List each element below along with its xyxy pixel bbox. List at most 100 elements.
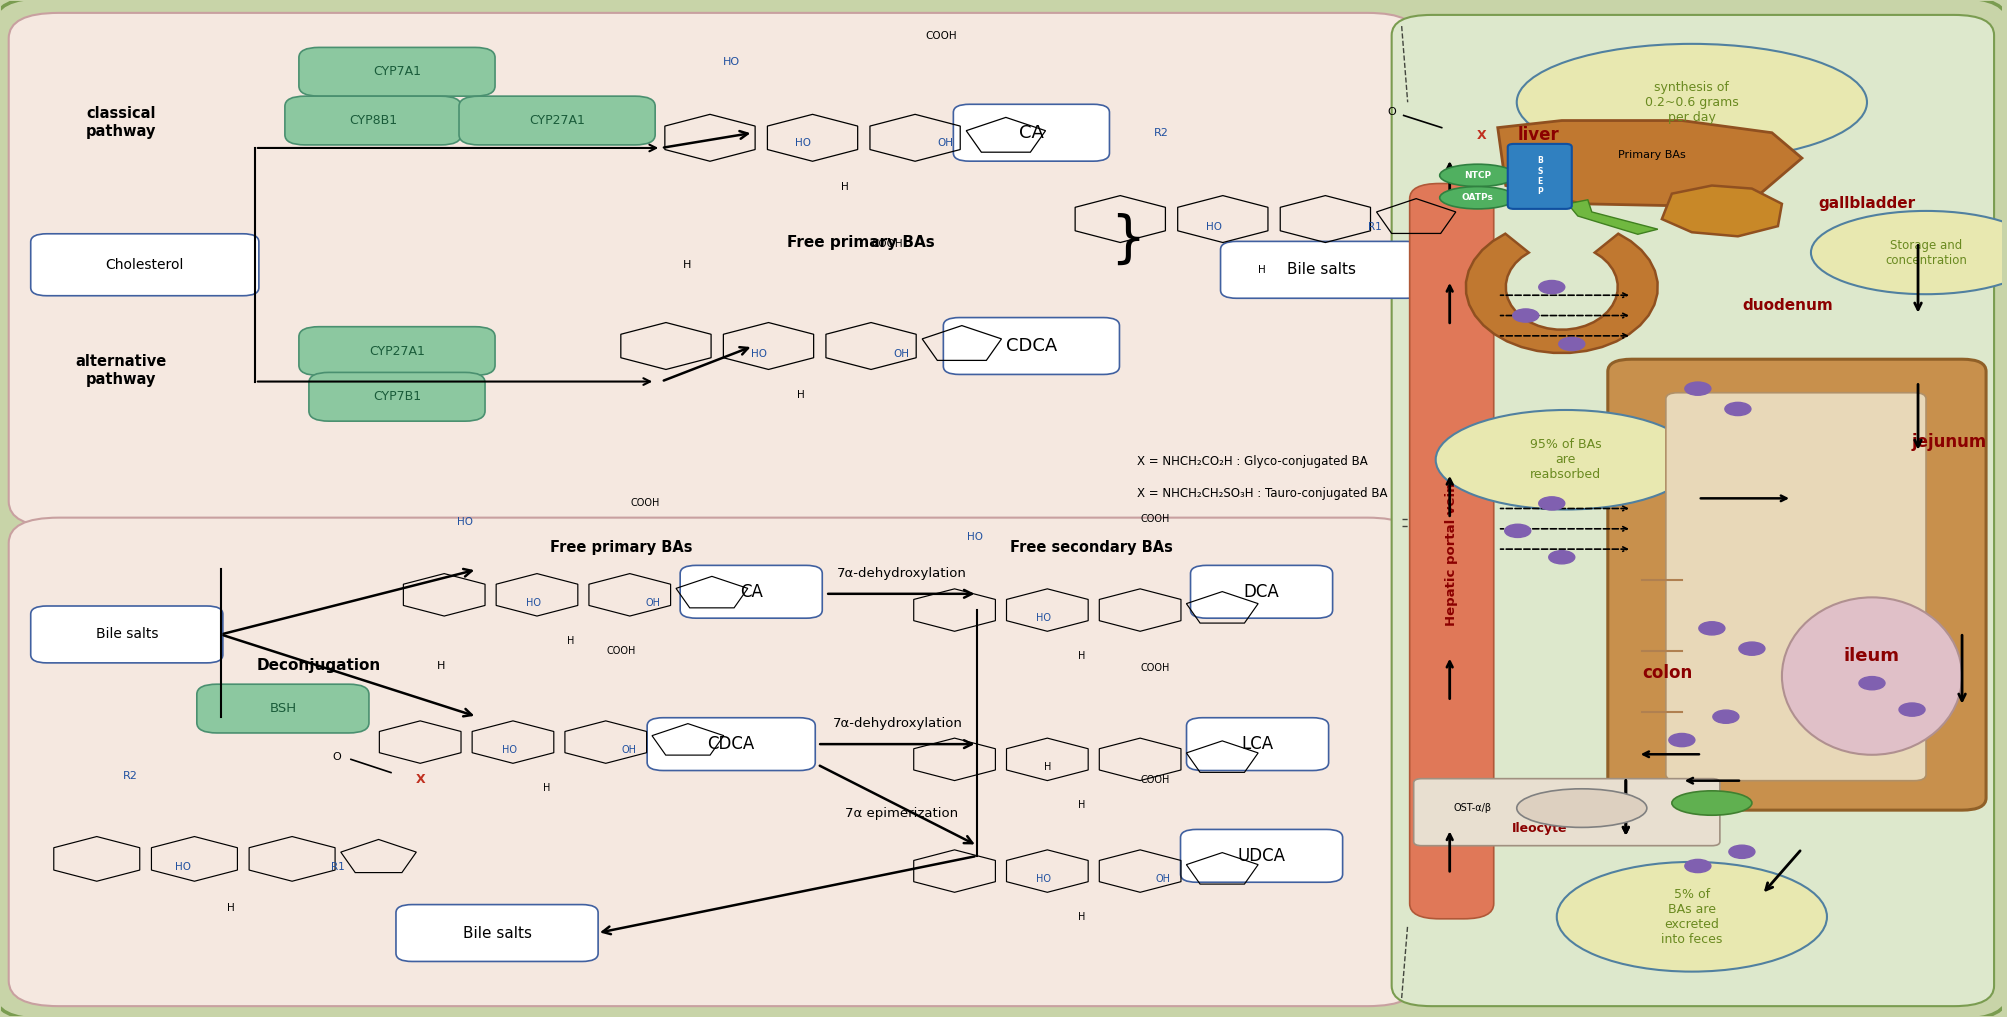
Text: CYP27A1: CYP27A1 — [369, 345, 425, 358]
FancyBboxPatch shape — [1220, 241, 1423, 298]
FancyBboxPatch shape — [1666, 393, 1925, 781]
Text: Primary BAs: Primary BAs — [1618, 151, 1684, 160]
Text: Deconjugation: Deconjugation — [257, 658, 381, 673]
Text: HO: HO — [1036, 875, 1052, 884]
Text: H: H — [568, 636, 574, 646]
Text: jejunum: jejunum — [1911, 433, 1987, 452]
Ellipse shape — [1435, 410, 1696, 510]
Text: ASBT: ASBT — [1698, 798, 1724, 807]
Text: H: H — [841, 182, 849, 191]
Ellipse shape — [1810, 211, 2007, 294]
Text: O: O — [1387, 108, 1395, 117]
Text: Hepatic portal vein: Hepatic portal vein — [1445, 482, 1457, 625]
Polygon shape — [1465, 234, 1656, 353]
Circle shape — [1712, 710, 1738, 723]
FancyBboxPatch shape — [197, 684, 369, 733]
Text: R1: R1 — [1367, 222, 1381, 232]
Text: R1: R1 — [331, 862, 345, 872]
Circle shape — [1698, 621, 1724, 635]
Text: 7α-dehydroxylation: 7α-dehydroxylation — [837, 567, 965, 580]
Text: X: X — [415, 773, 425, 786]
Text: Storage and
concentration: Storage and concentration — [1885, 239, 1967, 266]
Ellipse shape — [1780, 597, 1961, 755]
FancyBboxPatch shape — [943, 317, 1120, 374]
Text: }: } — [1110, 213, 1144, 266]
FancyBboxPatch shape — [30, 234, 259, 296]
Text: gallbladder: gallbladder — [1816, 196, 1915, 212]
Text: HO: HO — [795, 138, 811, 147]
Text: NTCP: NTCP — [1463, 171, 1491, 180]
Circle shape — [1503, 524, 1529, 537]
Text: OATPs: OATPs — [1461, 193, 1493, 202]
FancyBboxPatch shape — [680, 565, 821, 618]
Circle shape — [1668, 733, 1694, 746]
Text: COOH: COOH — [630, 498, 660, 508]
Text: BSH: BSH — [269, 702, 297, 715]
Ellipse shape — [1515, 789, 1646, 828]
Text: CA: CA — [739, 583, 763, 601]
Text: Bile salts: Bile salts — [1286, 262, 1355, 278]
Polygon shape — [1497, 121, 1800, 205]
Text: Free primary BAs: Free primary BAs — [787, 235, 935, 250]
Text: H: H — [544, 783, 550, 793]
Text: CYP7A1: CYP7A1 — [373, 65, 421, 78]
Text: OST-α/β: OST-α/β — [1453, 803, 1491, 814]
Ellipse shape — [1439, 164, 1515, 186]
Text: ASBT: ASBT — [1682, 803, 1706, 814]
Text: HO: HO — [526, 598, 540, 608]
Circle shape — [1684, 859, 1710, 873]
Circle shape — [1557, 338, 1584, 351]
FancyBboxPatch shape — [1180, 830, 1343, 882]
Text: HO: HO — [502, 745, 516, 756]
Text: COOH: COOH — [925, 32, 957, 42]
Text: B
S
E
P: B S E P — [1535, 157, 1541, 196]
Text: CYP8B1: CYP8B1 — [349, 114, 397, 127]
Text: HO: HO — [1204, 222, 1220, 232]
Circle shape — [1728, 845, 1754, 858]
Text: OH: OH — [937, 138, 953, 147]
FancyBboxPatch shape — [309, 372, 486, 421]
Text: HO: HO — [967, 532, 983, 542]
Polygon shape — [1662, 185, 1780, 236]
FancyBboxPatch shape — [285, 97, 462, 144]
Text: 95% of BAs
are
reabsorbed: 95% of BAs are reabsorbed — [1529, 438, 1602, 481]
Text: 7α-dehydroxylation: 7α-dehydroxylation — [833, 717, 961, 730]
FancyBboxPatch shape — [1186, 718, 1329, 771]
Text: UDCA: UDCA — [1236, 847, 1284, 864]
Text: COOH: COOH — [1140, 663, 1170, 673]
FancyBboxPatch shape — [8, 518, 1417, 1006]
Text: Free primary BAs: Free primary BAs — [550, 540, 692, 554]
FancyBboxPatch shape — [1413, 779, 1720, 846]
FancyBboxPatch shape — [1391, 15, 1993, 1006]
Text: IBABP: IBABP — [1563, 803, 1600, 814]
Text: COOH: COOH — [1140, 514, 1170, 524]
Text: H: H — [1078, 651, 1084, 661]
FancyBboxPatch shape — [30, 606, 223, 663]
Circle shape — [1738, 642, 1764, 655]
Text: HO: HO — [175, 862, 191, 872]
Ellipse shape — [1515, 44, 1867, 161]
Text: OH: OH — [620, 745, 636, 756]
Text: H: H — [227, 903, 235, 912]
Text: R2: R2 — [1154, 128, 1168, 137]
FancyBboxPatch shape — [953, 105, 1110, 161]
Polygon shape — [1567, 199, 1658, 234]
Text: X = NHCH₂CH₂SO₃H : Tauro-conjugated BA: X = NHCH₂CH₂SO₃H : Tauro-conjugated BA — [1136, 487, 1387, 499]
Text: COOH: COOH — [871, 239, 903, 249]
Text: COOH: COOH — [606, 646, 636, 656]
Text: O: O — [333, 753, 341, 763]
Text: H: H — [797, 390, 805, 400]
Text: Ileocyte: Ileocyte — [1511, 822, 1565, 835]
Text: 5% of
BAs are
excreted
into feces: 5% of BAs are excreted into feces — [1660, 888, 1722, 946]
FancyBboxPatch shape — [1608, 359, 1985, 811]
Text: colon: colon — [1642, 664, 1692, 682]
Circle shape — [1858, 676, 1885, 690]
Text: Bile salts: Bile salts — [462, 925, 532, 941]
Text: classical
pathway: classical pathway — [86, 107, 157, 138]
FancyBboxPatch shape — [646, 718, 815, 771]
Text: H: H — [1044, 763, 1052, 773]
Text: H: H — [1256, 264, 1264, 275]
Text: CYP7B1: CYP7B1 — [373, 391, 421, 404]
Text: CA: CA — [1018, 124, 1044, 141]
Circle shape — [1537, 281, 1563, 294]
